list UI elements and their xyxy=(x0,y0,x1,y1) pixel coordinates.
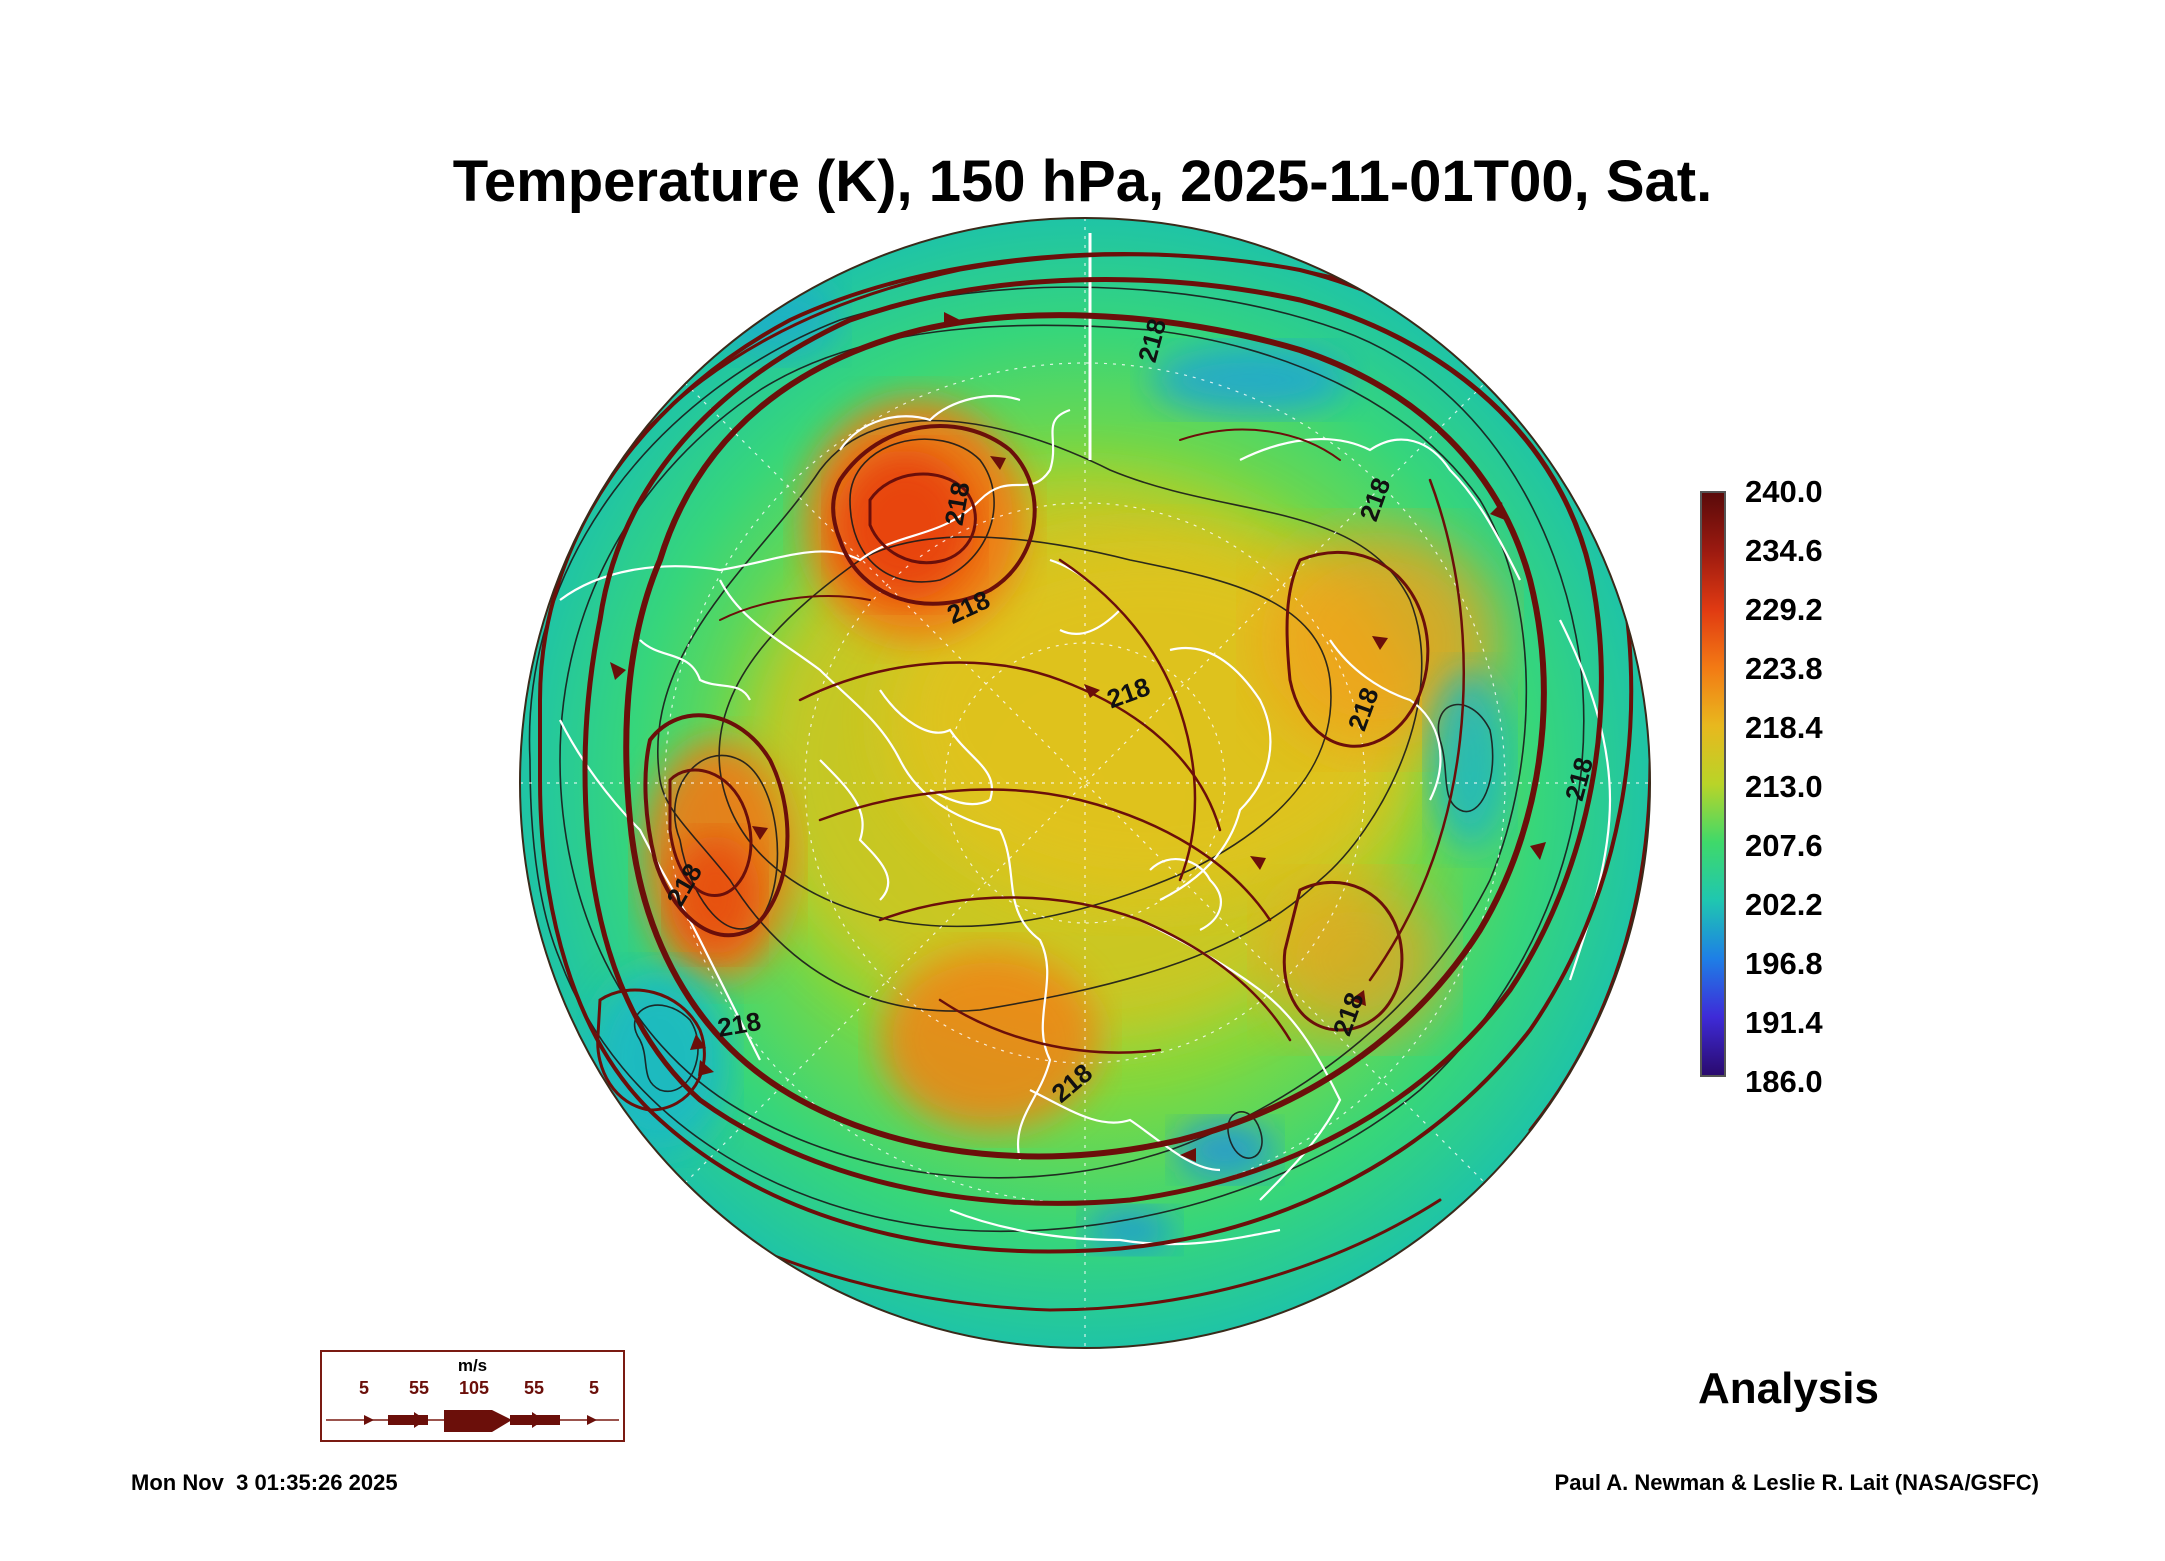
map-title: Temperature (K), 150 hPa, 2025-11-01T00,… xyxy=(452,149,1713,214)
isotherm-lines xyxy=(528,286,1585,1233)
wind-legend-label: 5 xyxy=(358,1378,370,1398)
wind-legend-arrow xyxy=(326,1410,619,1432)
wind-legend-label: 5 xyxy=(588,1378,600,1398)
temperature-field: 218 218 218 218 218 218 218 218 218 210 … xyxy=(520,218,1650,1348)
wind-speed-legend: m/s 5 55 105 55 5 xyxy=(320,1350,625,1442)
colorbar-label: 240.0 xyxy=(1745,474,1823,509)
colorbar-label: 196.8 xyxy=(1745,946,1823,981)
wind-legend-label: 55 xyxy=(408,1378,430,1398)
wind-legend-unit: m/s xyxy=(457,1356,488,1375)
analysis-label: Analysis xyxy=(1698,1364,1879,1413)
wind-legend-label: 55 xyxy=(523,1378,545,1398)
map-border xyxy=(519,217,1651,1349)
colorbar-label: 229.2 xyxy=(1745,592,1823,627)
colorbar-label: 191.4 xyxy=(1745,1005,1823,1040)
colorbar-label: 223.8 xyxy=(1745,651,1823,686)
streamline-arrows xyxy=(610,312,1546,1162)
contour-label: 218 xyxy=(939,480,976,528)
colorbar-label: 207.6 xyxy=(1745,828,1823,863)
credit-line: Paul A. Newman & Leslie R. Lait (NASA/GS… xyxy=(1554,1470,2039,1495)
colorbar-label: 218.4 xyxy=(1745,710,1823,745)
colorbar-label: 202.2 xyxy=(1745,887,1823,922)
timestamp: Mon Nov 3 01:35:26 2025 xyxy=(131,1470,398,1495)
colorbar-label: 186.0 xyxy=(1745,1064,1823,1099)
colorbar-label: 213.0 xyxy=(1745,769,1823,804)
contour-label: 218 xyxy=(715,1006,763,1043)
colorbar-label: 234.6 xyxy=(1745,533,1823,568)
contour-label: 210 xyxy=(581,403,627,455)
wind-legend-label: 105 xyxy=(458,1378,490,1398)
colorbar xyxy=(1700,491,1726,1077)
